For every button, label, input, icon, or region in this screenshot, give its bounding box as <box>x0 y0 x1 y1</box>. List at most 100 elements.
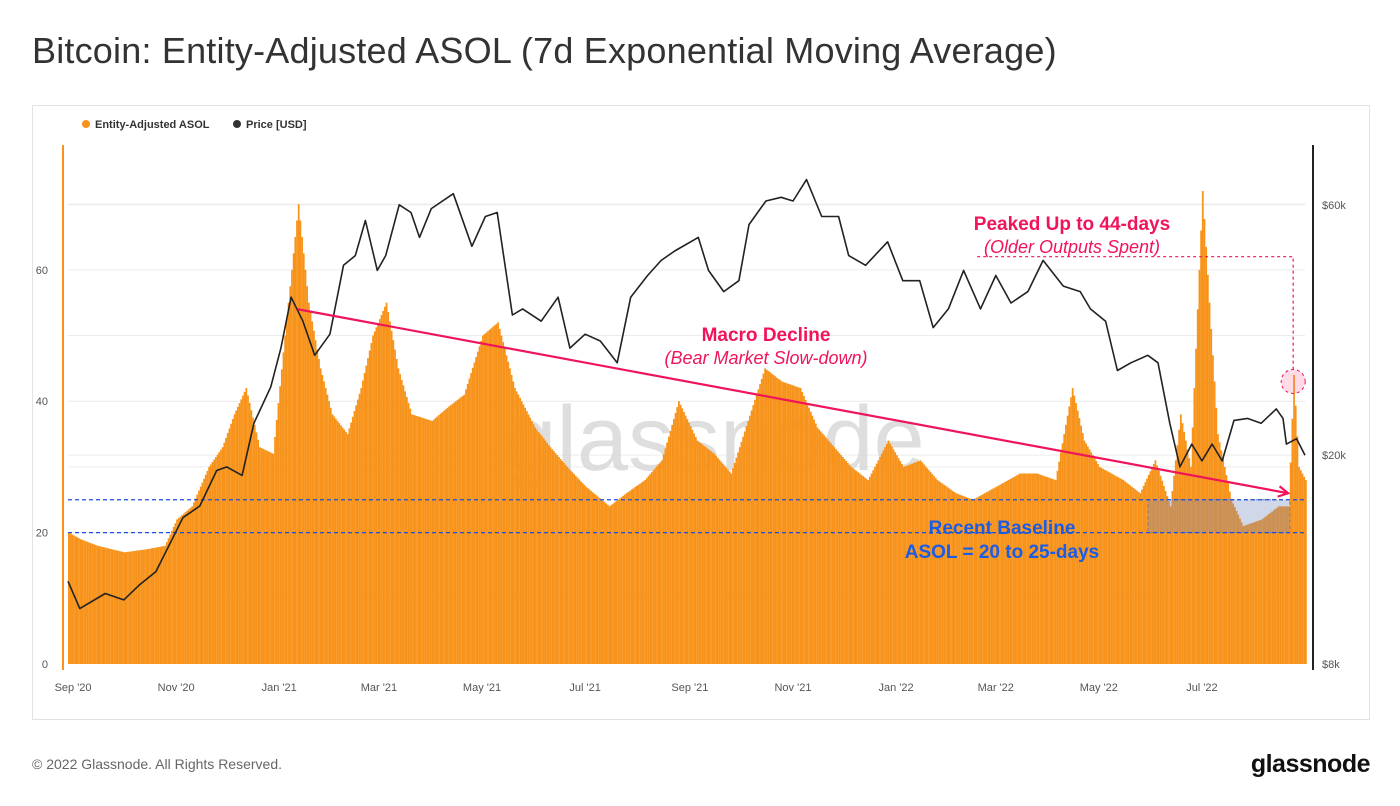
asol-bar <box>600 499 603 664</box>
asol-bar <box>1193 388 1196 664</box>
asol-bar <box>958 494 961 664</box>
asol-bar <box>618 498 621 664</box>
asol-bar <box>343 429 346 664</box>
asol-bar <box>723 465 726 664</box>
asol-bar <box>1000 483 1003 664</box>
asol-bar <box>1259 520 1262 664</box>
asol-bar <box>287 302 290 664</box>
asol-bar <box>147 549 150 664</box>
asol-bar <box>997 485 1000 664</box>
asol-bar <box>1210 328 1213 664</box>
asol-bar <box>686 419 689 664</box>
asol-bar <box>706 448 709 664</box>
asol-bar <box>934 478 937 664</box>
asol-bar <box>857 472 859 664</box>
asol-bar <box>776 377 778 664</box>
asol-bar <box>578 479 581 664</box>
asol-bar <box>896 455 898 664</box>
asol-bar <box>318 358 320 664</box>
asol-bar <box>1105 470 1108 664</box>
asol-bar <box>549 447 552 664</box>
asol-bar <box>1276 507 1279 664</box>
asol-bar <box>1019 473 1022 664</box>
asol-bar <box>155 547 158 664</box>
asol-bar <box>855 470 858 664</box>
asol-bar <box>875 463 878 664</box>
asol-bar <box>1274 508 1277 664</box>
asol-bar <box>691 429 694 664</box>
asol-bar <box>870 473 873 664</box>
asol-bar <box>558 457 560 664</box>
asol-bar <box>1108 472 1111 664</box>
asol-bar <box>211 461 214 664</box>
asol-bar <box>311 321 314 664</box>
asol-bar <box>399 374 401 664</box>
asol-bar <box>1225 475 1228 664</box>
asol-bar <box>1024 473 1027 664</box>
asol-bar <box>1303 476 1306 664</box>
asol-bar <box>1065 424 1067 664</box>
asol-bar <box>676 407 679 664</box>
asol-bar <box>1242 526 1245 664</box>
asol-bar <box>1036 473 1039 664</box>
asol-bar <box>1296 436 1299 664</box>
asol-bar <box>1043 475 1045 664</box>
asol-bar <box>524 407 527 664</box>
x-tick-label: Jul '22 <box>1186 682 1217 694</box>
asol-bar <box>867 480 870 664</box>
baseline-subtitle: ASOL = 20 to 25-days <box>905 542 1099 563</box>
asol-bar <box>939 482 942 664</box>
asol-bar <box>1151 467 1153 664</box>
price-line <box>67 178 1306 610</box>
asol-bar <box>326 394 329 664</box>
asol-bar <box>1289 462 1292 664</box>
asol-bar <box>975 497 978 664</box>
asol-bar <box>1146 478 1148 664</box>
asol-bar <box>446 407 449 664</box>
asol-bar <box>86 541 89 664</box>
asol-bar <box>612 503 614 664</box>
asol-bar <box>825 437 827 664</box>
x-tick-label: Nov '20 <box>158 682 195 694</box>
y-right-tick-label: $8k <box>1322 659 1340 671</box>
asol-bar <box>607 504 609 664</box>
asol-bar <box>84 541 87 664</box>
asol-bar <box>368 350 371 664</box>
legend-price-label[interactable]: Price [USD] <box>246 119 307 131</box>
asol-bar <box>1262 518 1265 664</box>
asol-bar <box>1223 466 1226 664</box>
asol-bar <box>1171 491 1174 664</box>
asol-bar <box>728 471 731 664</box>
asol-bar <box>1078 418 1081 664</box>
asol-bar <box>267 451 270 664</box>
asol-bar <box>1103 469 1106 664</box>
x-tick-label: Sep '20 <box>55 682 92 694</box>
asol-bar <box>1174 460 1177 664</box>
peak-subtitle: (Older Outputs Spent) <box>984 237 1160 257</box>
asol-bar <box>1080 425 1082 664</box>
asol-bar <box>443 410 445 664</box>
asol-bar <box>198 490 200 664</box>
asol-bar <box>509 368 511 664</box>
asol-bar <box>1115 476 1118 664</box>
asol-bar <box>69 533 72 664</box>
asol-bar <box>1205 246 1208 665</box>
asol-bar <box>845 460 848 664</box>
asol-bar <box>649 474 652 664</box>
asol-bar <box>666 442 668 664</box>
asol-bar <box>701 444 704 664</box>
asol-bar <box>1190 466 1192 664</box>
asol-bar <box>796 386 799 664</box>
asol-bar <box>1056 470 1059 664</box>
asol-bar <box>1147 474 1150 664</box>
asol-bar <box>1281 506 1284 664</box>
asol-bar <box>449 405 452 664</box>
asol-bar <box>580 481 582 664</box>
asol-bar <box>1093 458 1096 664</box>
asol-bar <box>977 496 979 664</box>
asol-bar <box>331 414 334 664</box>
legend-asol-label[interactable]: Entity-Adjusted ASOL <box>95 119 210 131</box>
asol-bar <box>901 463 903 664</box>
asol-bar <box>1218 442 1221 664</box>
asol-bar <box>1004 481 1006 664</box>
